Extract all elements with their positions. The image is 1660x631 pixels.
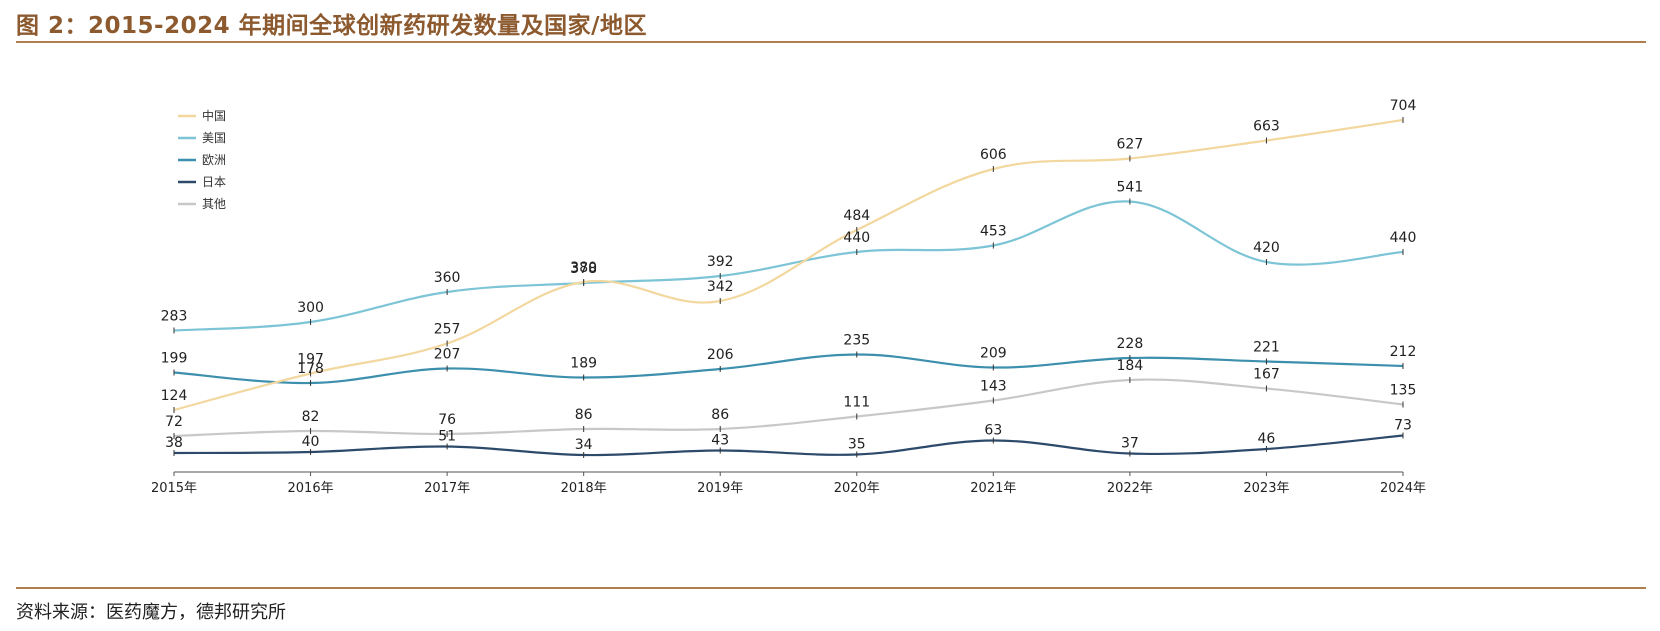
data-label-2-9: 420 [1253,240,1280,256]
data-label-5-9: 167 [1253,367,1280,383]
data-label-5-5: 86 [711,407,729,423]
data-label-4-7: 63 [984,423,1002,439]
series-line-3 [173,353,1404,385]
x-tick-label: 2020年 [834,481,880,496]
x-axis: 2015年 2016年 2017年 2018年 2019年 2020年 2021年 2022年… [151,471,1426,496]
legend-label-3: 欧洲 [202,153,226,167]
data-label-1-10: 704 [1390,98,1417,114]
data-label-2-5: 392 [707,254,734,270]
data-label-1-8: 627 [1117,137,1144,153]
data-label-4-1: 38 [165,435,183,451]
legend-label-1: 中国 [202,108,226,123]
data-label-5-7: 143 [980,379,1007,395]
series-line-5 [173,378,1404,438]
data-label-5-6: 111 [843,395,870,411]
data-label-2-8: 541 [1117,180,1144,196]
data-label-4-6: 35 [848,437,866,453]
data-label-1-2: 197 [297,352,324,368]
data-label-4-10: 73 [1394,418,1412,434]
data-label-5-10: 135 [1390,383,1417,399]
x-tick-label: 2024年 [1380,481,1426,496]
data-label-5-8: 184 [1117,358,1144,374]
data-label-2-6: 440 [843,230,870,246]
chart-title: 图 2：2015-2024 年期间全球创新药研发数量及国家/地区 [16,13,647,39]
data-label-1-7: 606 [980,147,1007,163]
data-label-3-10: 212 [1390,344,1417,360]
x-tick-label: 2019年 [697,481,743,496]
data-label-2-1: 283 [161,309,188,325]
data-label-1-9: 663 [1253,119,1280,135]
x-tick-label: 2018年 [561,481,607,496]
data-label-5-4: 86 [575,407,593,423]
legend-label-2: 美国 [202,131,226,145]
data-label-1-6: 484 [843,208,870,224]
series-layer [173,117,1404,458]
legend-label-5: 其他 [202,197,226,211]
data-label-4-4: 34 [575,437,593,453]
source-rule [16,587,1646,589]
data-label-3-8: 228 [1117,336,1144,352]
data-label-4-5: 43 [711,433,729,449]
data-label-4-2: 40 [302,434,320,450]
line-chart: 2015年 2016年 2017年 2018年 2019年 2020年 2021年 2022年… [151,98,1426,496]
data-label-3-3: 207 [434,347,461,363]
data-label-1-5: 342 [707,279,734,295]
data-label-2-2: 300 [297,300,324,316]
data-label-2-3: 360 [434,270,461,286]
data-label-3-6: 235 [843,333,870,349]
data-label-2-7: 453 [980,224,1007,240]
data-label-1-4: 380 [570,260,597,276]
data-label-3-7: 209 [980,346,1007,362]
series-line-4 [173,434,1404,457]
data-label-5-3: 76 [438,412,456,428]
x-tick-label: 2017年 [424,481,470,496]
data-label-3-1: 199 [161,351,188,367]
data-labels: 72 82 76 86 86 111 143 184 167 135 38 40 51 34 43 35 63 3… [161,98,1417,453]
data-label-4-9: 46 [1258,431,1276,447]
source-note: 资料来源：医药魔方，德邦研究所 [16,602,286,623]
x-tick-label: 2015年 [151,481,197,496]
series-line-1 [173,118,1404,412]
data-label-3-2: 178 [297,361,324,377]
data-label-5-1: 72 [165,414,183,430]
data-label-5-2: 82 [302,409,320,425]
x-tick-label: 2023年 [1243,481,1289,496]
series-line-2 [173,200,1404,332]
data-label-1-3: 257 [434,322,461,338]
data-label-4-8: 37 [1121,436,1139,452]
x-tick-label: 2022年 [1107,481,1153,496]
title-rule [16,41,1646,43]
data-label-3-5: 206 [707,347,734,363]
legend-label-4: 日本 [202,175,226,189]
data-label-2-4: 378 [570,261,597,277]
data-label-1-1: 124 [161,388,188,404]
x-tick-label: 2016年 [288,481,334,496]
x-tick-label: 2021年 [970,481,1016,496]
data-label-3-9: 221 [1253,340,1280,356]
data-label-4-3: 51 [438,429,456,445]
data-label-3-4: 189 [570,356,597,372]
data-label-2-10: 440 [1390,230,1417,246]
